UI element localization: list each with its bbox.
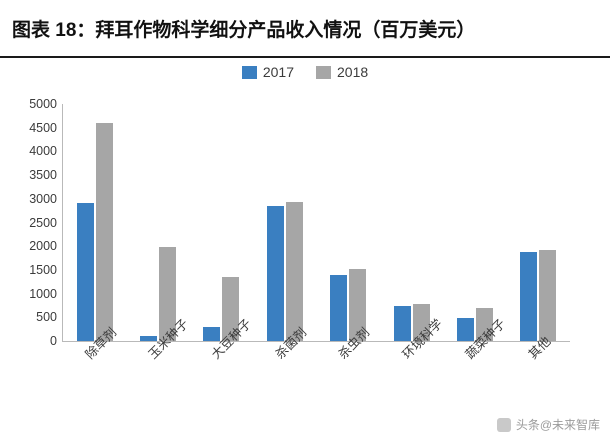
bar-chart: 0 500 1000 1500 2000 2500 3000 3500 4000 4500 5000… xyxy=(0,92,610,362)
bar-2018[interactable] xyxy=(539,249,557,341)
y-axis-tick: 3500 xyxy=(29,168,57,183)
legend-item-2017[interactable]: 2017 xyxy=(241,64,294,80)
bar-2017[interactable] xyxy=(456,317,474,341)
chart-legend: 2017 2018 xyxy=(0,64,610,80)
bar-2017[interactable] xyxy=(140,335,158,341)
legend-item-2018[interactable]: 2018 xyxy=(316,64,368,80)
y-axis-tick: 4500 xyxy=(29,120,57,135)
bar-2018[interactable] xyxy=(349,269,367,341)
y-axis-tick: 2500 xyxy=(29,215,57,230)
y-axis-tick: 500 xyxy=(36,310,57,325)
legend-swatch-icon-2018 xyxy=(316,65,331,79)
y-axis-tick: 1500 xyxy=(29,262,57,277)
bar-2017[interactable] xyxy=(520,251,538,341)
bar-2017[interactable] xyxy=(393,306,411,341)
legend-label-2017: 2017 xyxy=(262,64,294,80)
plot-area: 0 500 1000 1500 2000 2500 3000 3500 4000 4500 5000 xyxy=(29,97,570,348)
bar-group xyxy=(443,104,506,341)
bar-2017[interactable] xyxy=(203,327,221,341)
y-axis-tick: 3000 xyxy=(29,191,57,206)
title-bar: 图表 18：拜耳作物科学细分产品收入情况（百万美元） xyxy=(0,0,610,58)
bar-2018[interactable] xyxy=(412,303,430,341)
bar-2018[interactable] xyxy=(475,308,493,341)
bar-2018[interactable] xyxy=(285,202,303,341)
bar-group xyxy=(63,104,126,341)
watermark: 头条@未来智库 xyxy=(496,416,600,433)
y-axis-tick: 4000 xyxy=(29,144,57,159)
bar-group xyxy=(126,104,189,341)
y-axis-tick: 2000 xyxy=(29,239,57,254)
bar-2017[interactable] xyxy=(266,206,284,341)
bar-2017[interactable] xyxy=(330,274,348,341)
bar-2018[interactable] xyxy=(222,277,240,341)
y-axis-tick: 1000 xyxy=(29,286,57,301)
watermark-text: 头条@未来智库 xyxy=(515,418,600,432)
toutiao-logo-icon xyxy=(496,417,511,432)
bar-group xyxy=(253,104,316,341)
bar-group xyxy=(380,104,443,341)
y-axis-tick: 0 xyxy=(50,334,57,348)
legend-swatch-icon-2017 xyxy=(241,65,257,79)
bar-group xyxy=(507,104,570,341)
bar-group xyxy=(190,104,253,341)
legend-label-2018: 2018 xyxy=(337,64,369,80)
bar-2018[interactable] xyxy=(159,246,177,341)
bar-2017[interactable] xyxy=(76,202,94,341)
bar-2018[interactable] xyxy=(95,123,113,341)
page-title: 图表 18：拜耳作物科学细分产品收入情况（百万美元） xyxy=(12,19,476,41)
bar-group xyxy=(317,104,380,341)
y-axis-tick: 5000 xyxy=(29,97,57,111)
